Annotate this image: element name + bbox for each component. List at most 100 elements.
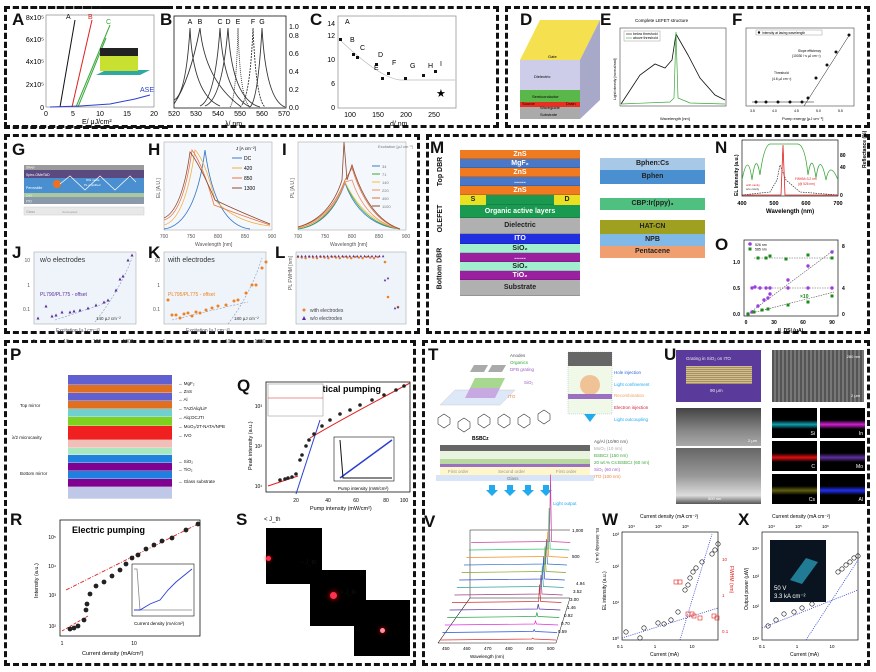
data-point: [84, 601, 90, 607]
ytick: 1,000: [572, 528, 584, 533]
chart-title: with electrodes: [167, 257, 215, 264]
annotation: Threshold: [774, 71, 789, 75]
data-point: [855, 553, 861, 559]
p-layer-callout: → Alq:DCJTI: [178, 415, 205, 420]
source-contact: S: [460, 195, 486, 205]
xtick: 460: [463, 646, 471, 651]
point-label: A: [345, 19, 350, 26]
ytick: 10³: [49, 593, 57, 599]
p-layer: [68, 471, 172, 479]
order-label: Second order: [498, 469, 526, 474]
data-point: [254, 283, 258, 287]
u-eds-grid: Si In C Mo Cs Al: [772, 408, 866, 504]
series-850: [163, 148, 271, 226]
ytick: 1: [27, 283, 30, 289]
fit-curve: [339, 39, 455, 81]
layer-label: Gate: [548, 54, 557, 59]
data-point: [117, 567, 123, 573]
xtick: 5.5: [838, 109, 843, 113]
x-axis-label: λ/ nm: [225, 121, 242, 128]
data-point: [386, 276, 390, 280]
ytick: 10²: [255, 444, 263, 450]
x-axis-label: Current (mA): [790, 652, 819, 658]
callout-label: DFB grating: [510, 367, 535, 372]
eds-map-cs: Cs: [772, 474, 817, 504]
xtick: 100: [344, 112, 356, 119]
grating-stripes: [686, 366, 752, 384]
panel-p-device: → MgF₂ → ZnS → Al → TAZ/Alq/LiF → Alq:DCJTI →…: [10, 375, 230, 510]
eds-map-si: Si: [772, 408, 817, 438]
p-layer-callout: → Al: [178, 397, 188, 402]
ytick: 10³: [752, 574, 759, 579]
ytick-right: 10: [722, 557, 728, 562]
mechanism-anode: [568, 352, 612, 366]
grating-title: Grating in SiO₂ on ITO: [686, 356, 731, 361]
data-point: [286, 476, 290, 480]
legend-item: 585 nm: [755, 248, 767, 252]
ztick: 1.46: [567, 605, 576, 610]
data-point: [94, 303, 98, 307]
inset: [131, 563, 195, 617]
data-points: [623, 541, 721, 641]
ytick-right: 0.1: [722, 629, 729, 634]
x-axis-label-top: Current density (mA cm⁻²): [772, 514, 831, 520]
recombination-zone: [580, 375, 600, 395]
layer-callout: Ag/Al (10/90 nm): [594, 439, 628, 444]
y-axis-label: Intensity (a.u.): [34, 563, 40, 598]
data-point: [166, 298, 170, 302]
panel-v-chart: 1,000 500 450 460 470 480 490 500 Wavele…: [437, 474, 600, 659]
back-plane: [469, 529, 570, 598]
data-point: [322, 254, 326, 258]
box-ghijkl: [4, 134, 420, 334]
xtick: 1: [33, 339, 36, 345]
data-point: [182, 312, 186, 316]
ytick: 14: [327, 21, 335, 28]
panel-n-chart: with cavity w/o cavity FWHM=3.2 nm (@ 52…: [734, 130, 868, 215]
p-group-label: Bottom mirror: [20, 471, 48, 476]
x-axis-label: d/ nm: [390, 121, 408, 128]
data-point: [143, 546, 149, 552]
p-layer-callout: → TAZ/Alq/LiF: [178, 406, 208, 411]
u-sem-cross: 2 μm: [676, 408, 761, 446]
dielectric-layer: [520, 60, 580, 90]
ytick: 12: [327, 33, 335, 40]
data-point: [83, 607, 89, 613]
inset-intensity-series: [134, 568, 193, 611]
ytick: 0.8: [289, 33, 299, 40]
inset-voltage: 50 V: [774, 586, 786, 592]
legend-item: with electrodes: [310, 308, 344, 314]
eds-label: Cs: [808, 497, 815, 503]
threshold-label: 140 μJ cm⁻²: [96, 316, 121, 321]
spectrum-line: [463, 538, 568, 566]
layer-label: Waveguide: [540, 105, 561, 110]
data-point-el: [709, 551, 715, 557]
panel-label-i: I: [282, 140, 287, 159]
ytick: 0.1: [23, 307, 30, 313]
data-point: [315, 254, 318, 258]
data-point: [358, 403, 362, 407]
semiconductor-layer: [520, 90, 580, 102]
legend-item: above threshold: [633, 36, 658, 40]
panel-label-d: D: [520, 10, 533, 29]
m-layer: ZnS: [460, 150, 580, 159]
xtick: 4.5: [794, 109, 799, 113]
data-points: [339, 38, 437, 80]
xtick: 500: [769, 201, 778, 207]
xtick: 400: [737, 201, 746, 207]
panel-i-chart: Excitation [μJ cm⁻²] 34 71 140 220 450 1…: [290, 141, 413, 248]
data-point-526-fwhm: [768, 286, 772, 290]
data-point: [781, 611, 787, 617]
ztick: 3.00: [570, 597, 579, 602]
m-layer: ......: [460, 253, 580, 262]
peak-label: C: [217, 19, 222, 26]
glass-label: Glass: [507, 476, 519, 481]
xtick: 10: [131, 641, 137, 647]
data-point: [402, 384, 406, 388]
data-point-585: [766, 307, 770, 311]
annotation: ×10: [800, 294, 809, 300]
series-wo-cavity: [741, 163, 839, 196]
plot-frame: [743, 239, 839, 317]
data-point: [224, 303, 228, 307]
data-point: [370, 398, 374, 402]
layer-callout: SiO₂ (60 nm): [594, 467, 621, 472]
